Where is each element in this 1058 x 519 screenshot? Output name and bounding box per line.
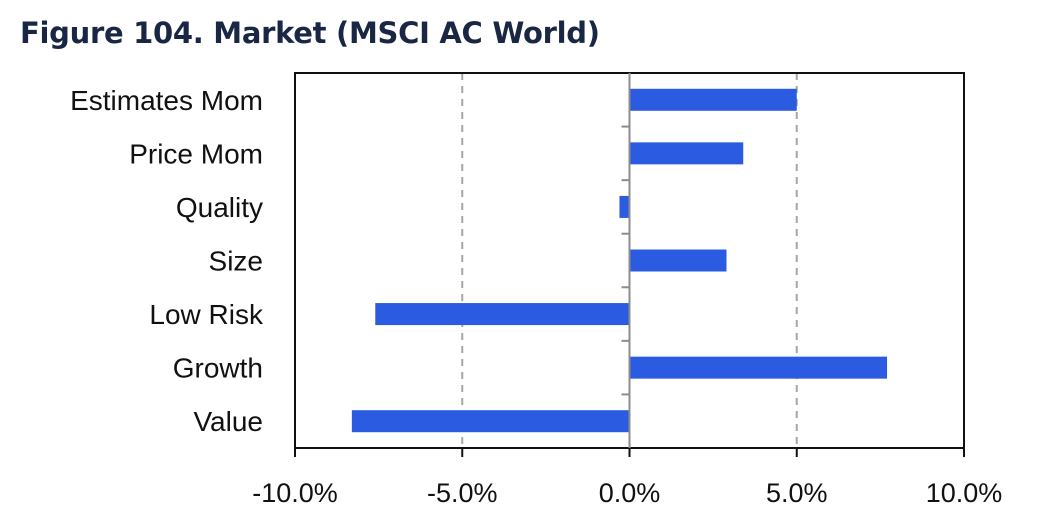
axes bbox=[294, 72, 965, 457]
bar-growth bbox=[629, 356, 888, 379]
bars bbox=[351, 88, 888, 433]
x-tick-label: 5.0% bbox=[766, 478, 828, 508]
bar-quality bbox=[619, 195, 630, 218]
category-label: Growth bbox=[173, 353, 263, 384]
bar-low-risk bbox=[375, 303, 630, 326]
bar-estimates-mom bbox=[629, 88, 797, 111]
category-labels: Estimates Mom Price Mom Quality Size Low Ris… bbox=[70, 85, 264, 437]
category-label: Value bbox=[193, 406, 263, 437]
category-label: Quality bbox=[176, 192, 263, 223]
category-label: Size bbox=[209, 246, 263, 277]
bar-price-mom bbox=[629, 142, 744, 165]
x-tick-label: -5.0% bbox=[427, 478, 498, 508]
category-label: Estimates Mom bbox=[70, 85, 263, 116]
gridlines bbox=[461, 73, 798, 448]
x-tick-label: -10.0% bbox=[252, 478, 338, 508]
x-tick-label: 10.0% bbox=[926, 478, 1003, 508]
x-tick-label: 0.0% bbox=[599, 478, 661, 508]
bar-value bbox=[351, 410, 630, 433]
category-label: Low Risk bbox=[149, 299, 264, 330]
bar-size bbox=[629, 249, 727, 272]
category-label: Price Mom bbox=[129, 138, 263, 169]
chart-title: Figure 104. Market (MSCI AC World) bbox=[20, 16, 600, 50]
x-tick-labels: -10.0% -5.0% 0.0% 5.0% 10.0% bbox=[252, 478, 1002, 508]
